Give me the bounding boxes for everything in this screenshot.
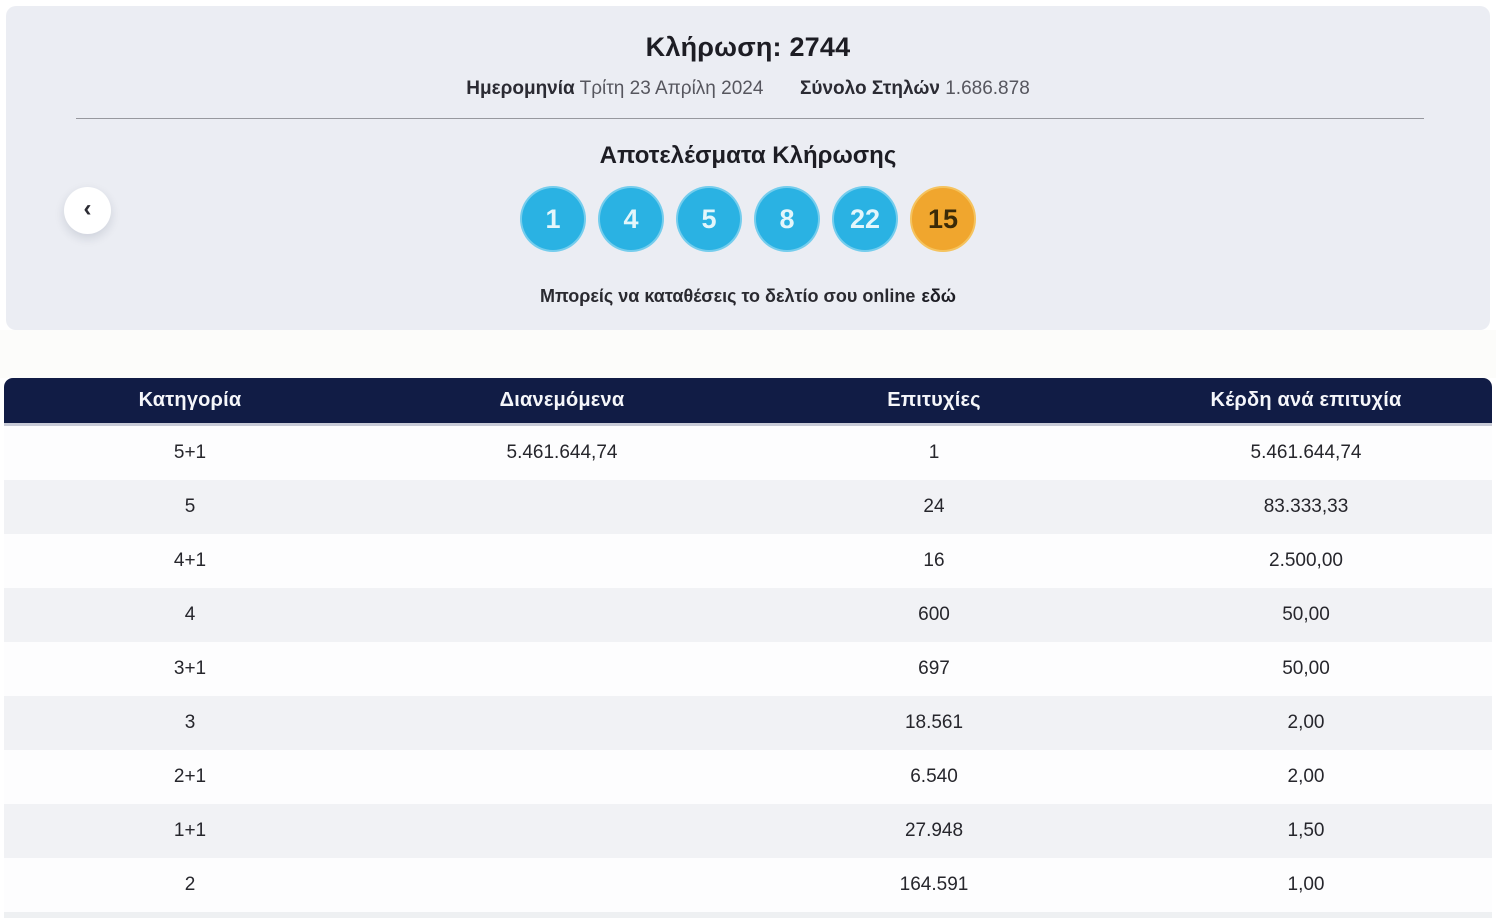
- cell-winners: 24: [923, 496, 945, 517]
- table-row: 5 24 83.333,33: [4, 480, 1492, 534]
- cell-category: 1+1: [173, 820, 207, 841]
- total-columns-value: 1.686.878: [945, 78, 1030, 99]
- cell-distributed: [376, 696, 748, 750]
- draw-results-panel: Κλήρωση: 2744 Ημερομηνία Τρίτη 23 Απρίλη…: [6, 6, 1490, 330]
- table-row: 3+1 697 50,00: [4, 642, 1492, 696]
- cell-distributed: [376, 642, 748, 696]
- cell-prize: 50,00: [1282, 604, 1330, 625]
- cell-category: 3+1: [173, 658, 207, 679]
- cell-prize: 2,00: [1287, 766, 1325, 787]
- cell-winners: 16: [923, 550, 945, 571]
- cell-prize: 50,00: [1282, 658, 1330, 679]
- column-header-distributed: Διανεμόμενα: [499, 389, 625, 411]
- cell-category: 2: [184, 874, 196, 895]
- draw-title: Κλήρωση: 2744: [645, 32, 851, 62]
- cell-winners: 600: [918, 604, 950, 625]
- submit-online-text: Μπορείς να καταθέσεις το δελτίο σου onli…: [6, 286, 1490, 307]
- drawn-number-ball: 8: [754, 186, 820, 252]
- table-row: 4+1 16 2.500,00: [4, 534, 1492, 588]
- drawn-numbers: 1 4 5 8 22 15: [6, 186, 1490, 252]
- column-header-prize: Κέρδη ανά επιτυχία: [1210, 389, 1402, 411]
- cell-prize: 1,50: [1287, 820, 1325, 841]
- drawn-number-ball: 4: [598, 186, 664, 252]
- divider: [76, 118, 1424, 119]
- cell-category: 3: [184, 712, 196, 733]
- cell-winners: 697: [918, 658, 950, 679]
- table-row: 2 164.591 1,00: [4, 858, 1492, 912]
- date-label: Ημερομηνία: [466, 78, 575, 99]
- cell-distributed: [376, 588, 748, 642]
- table-bottom-edge: [4, 912, 1492, 918]
- cell-distributed: [376, 480, 748, 534]
- date-value: Τρίτη 23 Απρίλη 2024: [579, 78, 764, 99]
- cell-category: 4+1: [173, 550, 207, 571]
- cell-category: 5+1: [173, 442, 207, 463]
- cell-winners: 164.591: [899, 874, 969, 895]
- cell-prize: 83.333,33: [1263, 496, 1349, 517]
- cell-distributed: [376, 750, 748, 804]
- drawn-number-ball: 22: [832, 186, 898, 252]
- cell-prize: 2.500,00: [1269, 550, 1343, 571]
- cell-winners: 27.948: [904, 820, 964, 841]
- chevron-left-icon: ‹: [83, 194, 92, 222]
- column-header-category: Κατηγορία: [138, 389, 242, 411]
- results-title: Αποτελέσματα Κλήρωσης: [599, 142, 897, 169]
- table-row: 5+1 5.461.644,74 1 5.461.644,74: [4, 426, 1492, 480]
- table-row: 2+1 6.540 2,00: [4, 750, 1492, 804]
- cell-distributed: [376, 534, 748, 588]
- cell-category: 5: [184, 496, 196, 517]
- cell-distributed: [376, 858, 748, 912]
- cell-distributed: 5.461.644,74: [506, 442, 618, 463]
- drawn-number-ball: 5: [676, 186, 742, 252]
- cell-prize: 2,00: [1287, 712, 1325, 733]
- cell-category: 4: [184, 604, 196, 625]
- submit-online-label: Μπορείς να καταθέσεις το δελτίο σου onli…: [539, 286, 916, 306]
- drawn-number-ball: 1: [520, 186, 586, 252]
- submit-online-link[interactable]: εδώ: [921, 286, 957, 306]
- cell-winners: 1: [928, 442, 940, 463]
- table-row: 4 600 50,00: [4, 588, 1492, 642]
- section-gap: [0, 330, 1496, 378]
- cell-category: 2+1: [173, 766, 207, 787]
- prize-table: Κατηγορία Διανεμόμενα Επιτυχίες Κέρδη αν…: [4, 378, 1492, 918]
- previous-draw-button[interactable]: ‹: [64, 187, 111, 234]
- total-columns-label: Σύνολο Στηλών: [799, 78, 940, 99]
- draw-meta: Ημερομηνία Τρίτη 23 Απρίλη 2024 Σύνολο Σ…: [6, 77, 1490, 101]
- cell-distributed: [376, 804, 748, 858]
- table-row: 1+1 27.948 1,50: [4, 804, 1492, 858]
- column-header-winners: Επιτυχίες: [887, 389, 981, 411]
- table-row: 3 18.561 2,00: [4, 696, 1492, 750]
- cell-prize: 1,00: [1287, 874, 1325, 895]
- cell-winners: 18.561: [904, 712, 964, 733]
- prize-table-header: Κατηγορία Διανεμόμενα Επιτυχίες Κέρδη αν…: [4, 378, 1492, 426]
- joker-number-ball: 15: [910, 186, 976, 252]
- cell-winners: 6.540: [910, 766, 958, 787]
- cell-prize: 5.461.644,74: [1250, 442, 1362, 463]
